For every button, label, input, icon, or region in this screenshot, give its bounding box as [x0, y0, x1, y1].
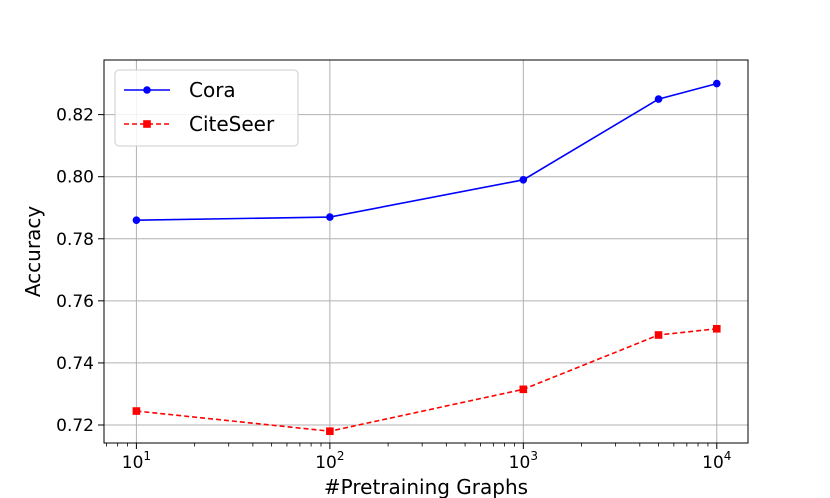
- y-axis: 0.72 0.74 0.76 0.78 0.80 0.82: [56, 106, 104, 436]
- legend-box: [114, 69, 299, 147]
- x-tick-label: 104: [702, 449, 731, 473]
- grid-lines: [104, 60, 748, 443]
- legend-label-cora: Cora: [189, 78, 236, 102]
- legend-marker-citeseer: [143, 120, 151, 128]
- data-point-cora: [654, 95, 663, 103]
- series-layer: [132, 79, 721, 436]
- data-point-cora: [712, 79, 721, 88]
- data-point-citeseer: [132, 407, 141, 415]
- y-tick-label: 0.78: [56, 230, 94, 250]
- y-tick-label: 0.72: [56, 416, 94, 436]
- series-line-citeseer: [136, 327, 717, 433]
- x-tick-label: 101: [122, 449, 151, 473]
- data-point-citeseer: [654, 331, 663, 339]
- legend-marker-cora: [143, 86, 151, 94]
- legend-label-citeseer: CiteSeer: [189, 112, 275, 136]
- x-axis: 101 102 103 104: [106, 443, 731, 473]
- y-tick-label: 0.74: [56, 354, 94, 374]
- y-tick-label: 0.80: [56, 168, 94, 188]
- data-point-citeseer: [712, 324, 721, 333]
- data-point-citeseer: [519, 385, 528, 394]
- data-point-cora: [132, 216, 141, 224]
- y-tick-label: 0.76: [56, 292, 94, 312]
- x-tick-label: 103: [509, 449, 538, 473]
- y-tick-label: 0.82: [56, 106, 94, 126]
- plot-frame: [103, 59, 749, 444]
- data-point-cora: [519, 176, 528, 184]
- x-axis-title: #Pretraining Graphs: [324, 475, 528, 498]
- legend: Cora CiteSeer: [114, 69, 299, 147]
- x-tick-label: 102: [315, 449, 344, 473]
- y-axis-title: Accuracy: [21, 206, 45, 297]
- data-point-cora: [326, 213, 334, 221]
- data-point-citeseer: [326, 427, 334, 436]
